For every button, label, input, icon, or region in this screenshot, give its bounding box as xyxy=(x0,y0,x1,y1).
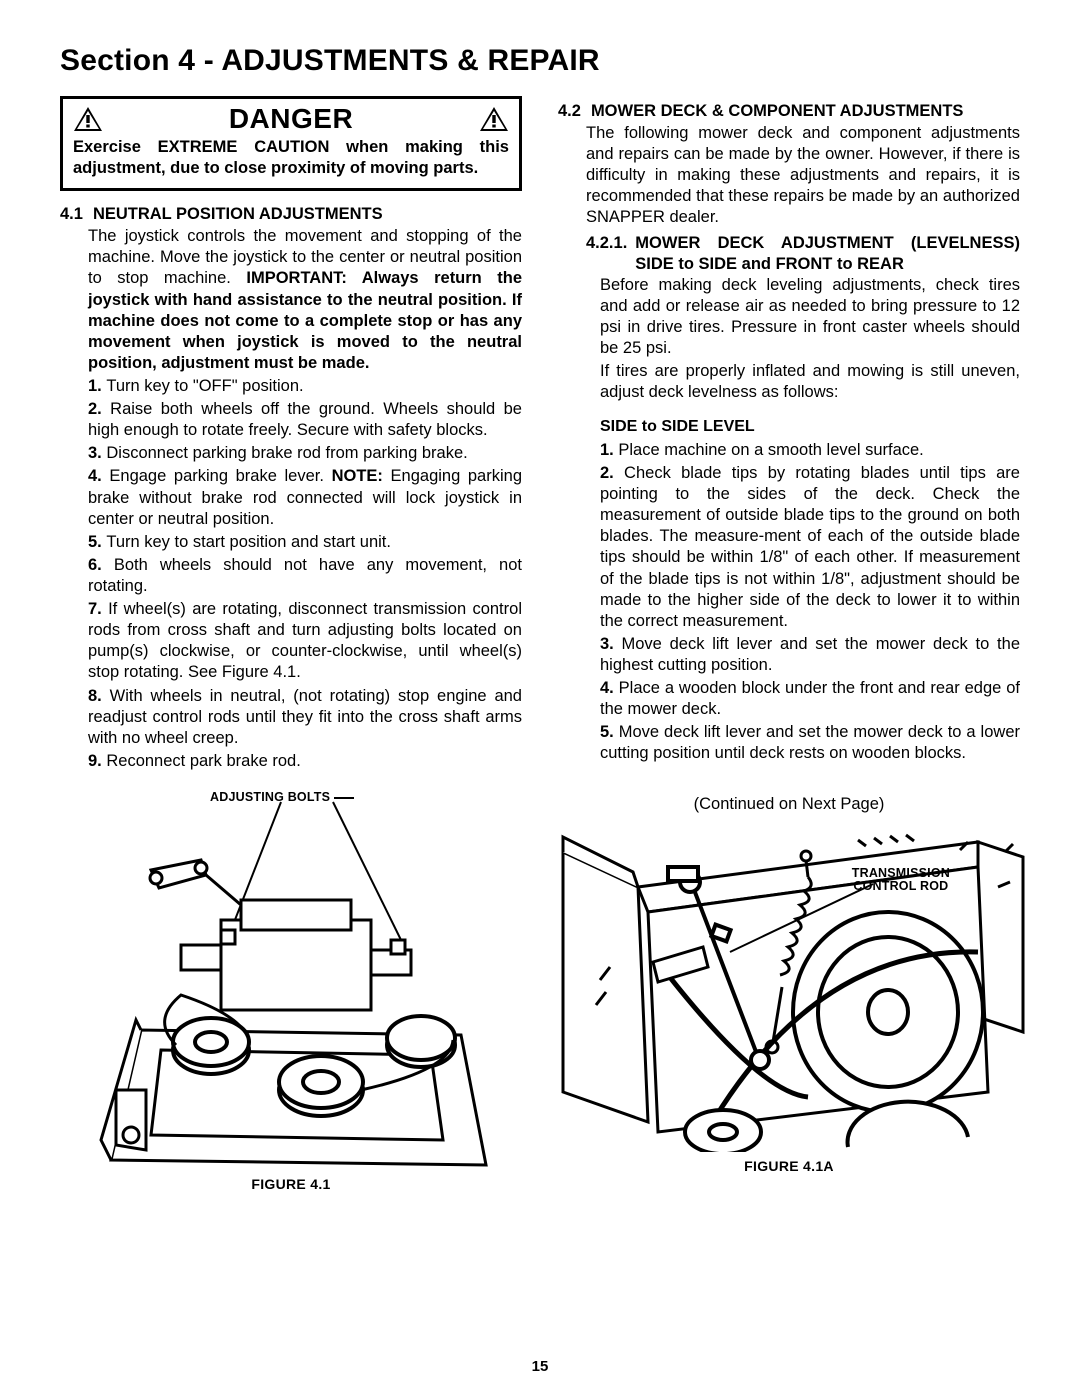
step-number: 1. xyxy=(600,441,618,459)
list-item: 3. Move deck lift lever and set the mowe… xyxy=(600,634,1020,676)
list-item: 7. If wheel(s) are rotating, disconnect … xyxy=(88,599,522,683)
page-number: 15 xyxy=(0,1358,1080,1375)
figure-4-1a-illustration xyxy=(558,832,1028,1152)
danger-box: DANGER Exercise EXTREME CAUTION when mak… xyxy=(60,96,522,191)
left-column: DANGER Exercise EXTREME CAUTION when mak… xyxy=(60,96,522,1192)
step-number: 5. xyxy=(88,533,106,551)
section-4-1-body: The joystick controls the movement and s… xyxy=(88,226,522,772)
section-4-2-intro: The following mower deck and component a… xyxy=(586,123,1020,229)
columns: DANGER Exercise EXTREME CAUTION when mak… xyxy=(60,96,1020,1192)
step-bold: NOTE: xyxy=(332,467,383,485)
subsection-number: 4.2.1. xyxy=(586,233,627,275)
figure-4-1-illustration xyxy=(91,790,491,1170)
step-number: 4. xyxy=(88,467,109,485)
list-item: 6. Both wheels should not have any movem… xyxy=(88,555,522,597)
section-number: 4.2 xyxy=(558,102,581,121)
page-title: Section 4 - ADJUSTMENTS & REPAIR xyxy=(60,44,1020,78)
list-item: 2. Check blade tips by rotating blades u… xyxy=(600,463,1020,632)
step-number: 9. xyxy=(88,752,106,770)
danger-text: Exercise EXTREME CAUTION when making thi… xyxy=(73,137,509,178)
right-column: 4.2 MOWER DECK & COMPONENT ADJUSTMENTS T… xyxy=(558,96,1020,1192)
danger-header: DANGER xyxy=(73,103,509,135)
warning-icon xyxy=(479,106,509,132)
warning-icon xyxy=(73,106,103,132)
section-title: NEUTRAL POSITION ADJUSTMENTS xyxy=(93,205,383,224)
section-title: MOWER DECK & COMPONENT ADJUSTMENTS xyxy=(591,102,963,121)
list-item: 4. Engage parking brake lever. NOTE: Eng… xyxy=(88,466,522,529)
figure-4-1: ADJUSTING BOLTS xyxy=(60,790,522,1192)
list-item: 1. Place machine on a smooth level surfa… xyxy=(600,440,1020,461)
step-number: 8. xyxy=(88,687,110,705)
section-number: 4.1 xyxy=(60,205,83,224)
list-item: 5. Move deck lift lever and set the mowe… xyxy=(600,722,1020,764)
list-item: 1. Turn key to "OFF" position. xyxy=(88,376,522,397)
intro-paragraph: The joystick controls the movement and s… xyxy=(88,226,522,374)
section-4-2-heading: 4.2 MOWER DECK & COMPONENT ADJUSTMENTS xyxy=(558,102,1020,121)
subsection-4-2-1-heading: 4.2.1. MOWER DECK ADJUSTMENT (LEVELNESS)… xyxy=(586,233,1020,275)
list-item: 3. Disconnect parking brake rod from par… xyxy=(88,443,522,464)
step-number: 2. xyxy=(600,464,624,482)
list-item: 4. Place a wooden block under the front … xyxy=(600,678,1020,720)
figure-callout-adjusting-bolts: ADJUSTING BOLTS xyxy=(210,790,354,804)
figure-4-1a: TRANSMISSIONCONTROL ROD xyxy=(558,832,1020,1174)
step-list: 1. Turn key to "OFF" position.2. Raise b… xyxy=(88,376,522,772)
subsection-4-2-1-body: Before making deck leveling adjustments,… xyxy=(600,275,1020,765)
step-number: 3. xyxy=(600,635,622,653)
page: Section 4 - ADJUSTMENTS & REPAIR DANGER xyxy=(0,0,1080,1397)
side-step-list: 1. Place machine on a smooth level surfa… xyxy=(600,440,1020,765)
subsection-title: MOWER DECK ADJUSTMENT (LEVELNESS) SIDE t… xyxy=(635,233,1020,275)
sub-body-1: Before making deck leveling adjustments,… xyxy=(600,275,1020,359)
step-number: 1. xyxy=(88,377,106,395)
figure-4-1a-label: FIGURE 4.1A xyxy=(558,1158,1020,1174)
step-number: 2. xyxy=(88,400,110,418)
section-4-1-heading: 4.1 NEUTRAL POSITION ADJUSTMENTS xyxy=(60,205,522,224)
step-number: 3. xyxy=(88,444,106,462)
figure-callout-transmission-rod: TRANSMISSIONCONTROL ROD xyxy=(852,867,950,895)
section-4-2-body: The following mower deck and component a… xyxy=(586,123,1020,229)
danger-title: DANGER xyxy=(229,103,353,135)
list-item: 2. Raise both wheels off the ground. Whe… xyxy=(88,399,522,441)
list-item: 5. Turn key to start position and start … xyxy=(88,532,522,553)
side-to-side-label: SIDE to SIDE LEVEL xyxy=(600,417,1020,437)
continued-text: (Continued on Next Page) xyxy=(558,795,1020,814)
list-item: 9. Reconnect park brake rod. xyxy=(88,751,522,772)
step-number: 5. xyxy=(600,723,619,741)
figure-4-1-label: FIGURE 4.1 xyxy=(60,1176,522,1192)
step-number: 6. xyxy=(88,556,114,574)
sub-body-2: If tires are properly inflated and mowin… xyxy=(600,361,1020,403)
step-number: 7. xyxy=(88,600,108,618)
step-number: 4. xyxy=(600,679,619,697)
list-item: 8. With wheels in neutral, (not rotating… xyxy=(88,686,522,749)
